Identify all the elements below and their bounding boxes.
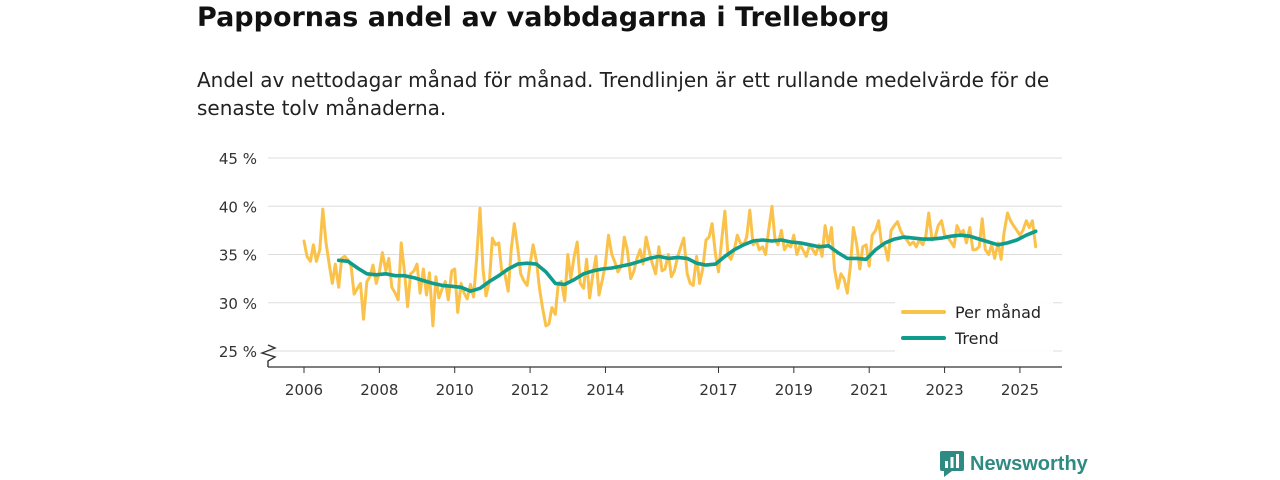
axis-break-icon [259, 344, 277, 367]
series-line-trend [336, 229, 1038, 293]
x-tick-label-2012: 2012 [511, 381, 549, 399]
legend-label-trend: Trend [954, 329, 999, 348]
x-tick-label-2014: 2014 [586, 381, 624, 399]
x-tick-label-2008: 2008 [360, 381, 398, 399]
y-tick-label-30: 30 % [219, 295, 257, 313]
y-tick-label-25: 25 % [219, 343, 257, 361]
legend: Per månad Trend [895, 298, 1053, 354]
legend-background [895, 298, 1053, 354]
series-line-per-m-nad [302, 204, 1038, 328]
x-tick-label-2019: 2019 [775, 381, 813, 399]
x-tick-label-2025: 2025 [1001, 381, 1039, 399]
series-layer [302, 204, 1038, 328]
y-tick-label-45: 45 % [219, 150, 257, 168]
x-tick-label-2023: 2023 [925, 381, 963, 399]
y-axis: 25 % 30 % 35 % 40 % 45 % [219, 150, 277, 367]
x-tick-label-2021: 2021 [850, 381, 888, 399]
x-tick-label-2010: 2010 [436, 381, 474, 399]
x-axis: 2006 2008 2010 2012 2014 2017 2019 2021 2023 2025 [268, 366, 1062, 399]
y-tick-label-40: 40 % [219, 198, 257, 216]
brand-name: Newsworthy [970, 452, 1088, 475]
chart-title: Pappornas andel av vabbdagarna i Trelleb… [197, 2, 890, 33]
y-tick-label-35: 35 % [219, 247, 257, 265]
newsworthy-logo-icon [940, 451, 964, 477]
x-tick-label-2017: 2017 [699, 381, 737, 399]
brand: Newsworthy [940, 450, 1088, 478]
legend-label-per-manad: Per månad [955, 303, 1041, 322]
x-tick-label-2006: 2006 [285, 381, 323, 399]
chart-subtitle: Andel av nettodagar månad för månad. Tre… [197, 68, 1050, 120]
